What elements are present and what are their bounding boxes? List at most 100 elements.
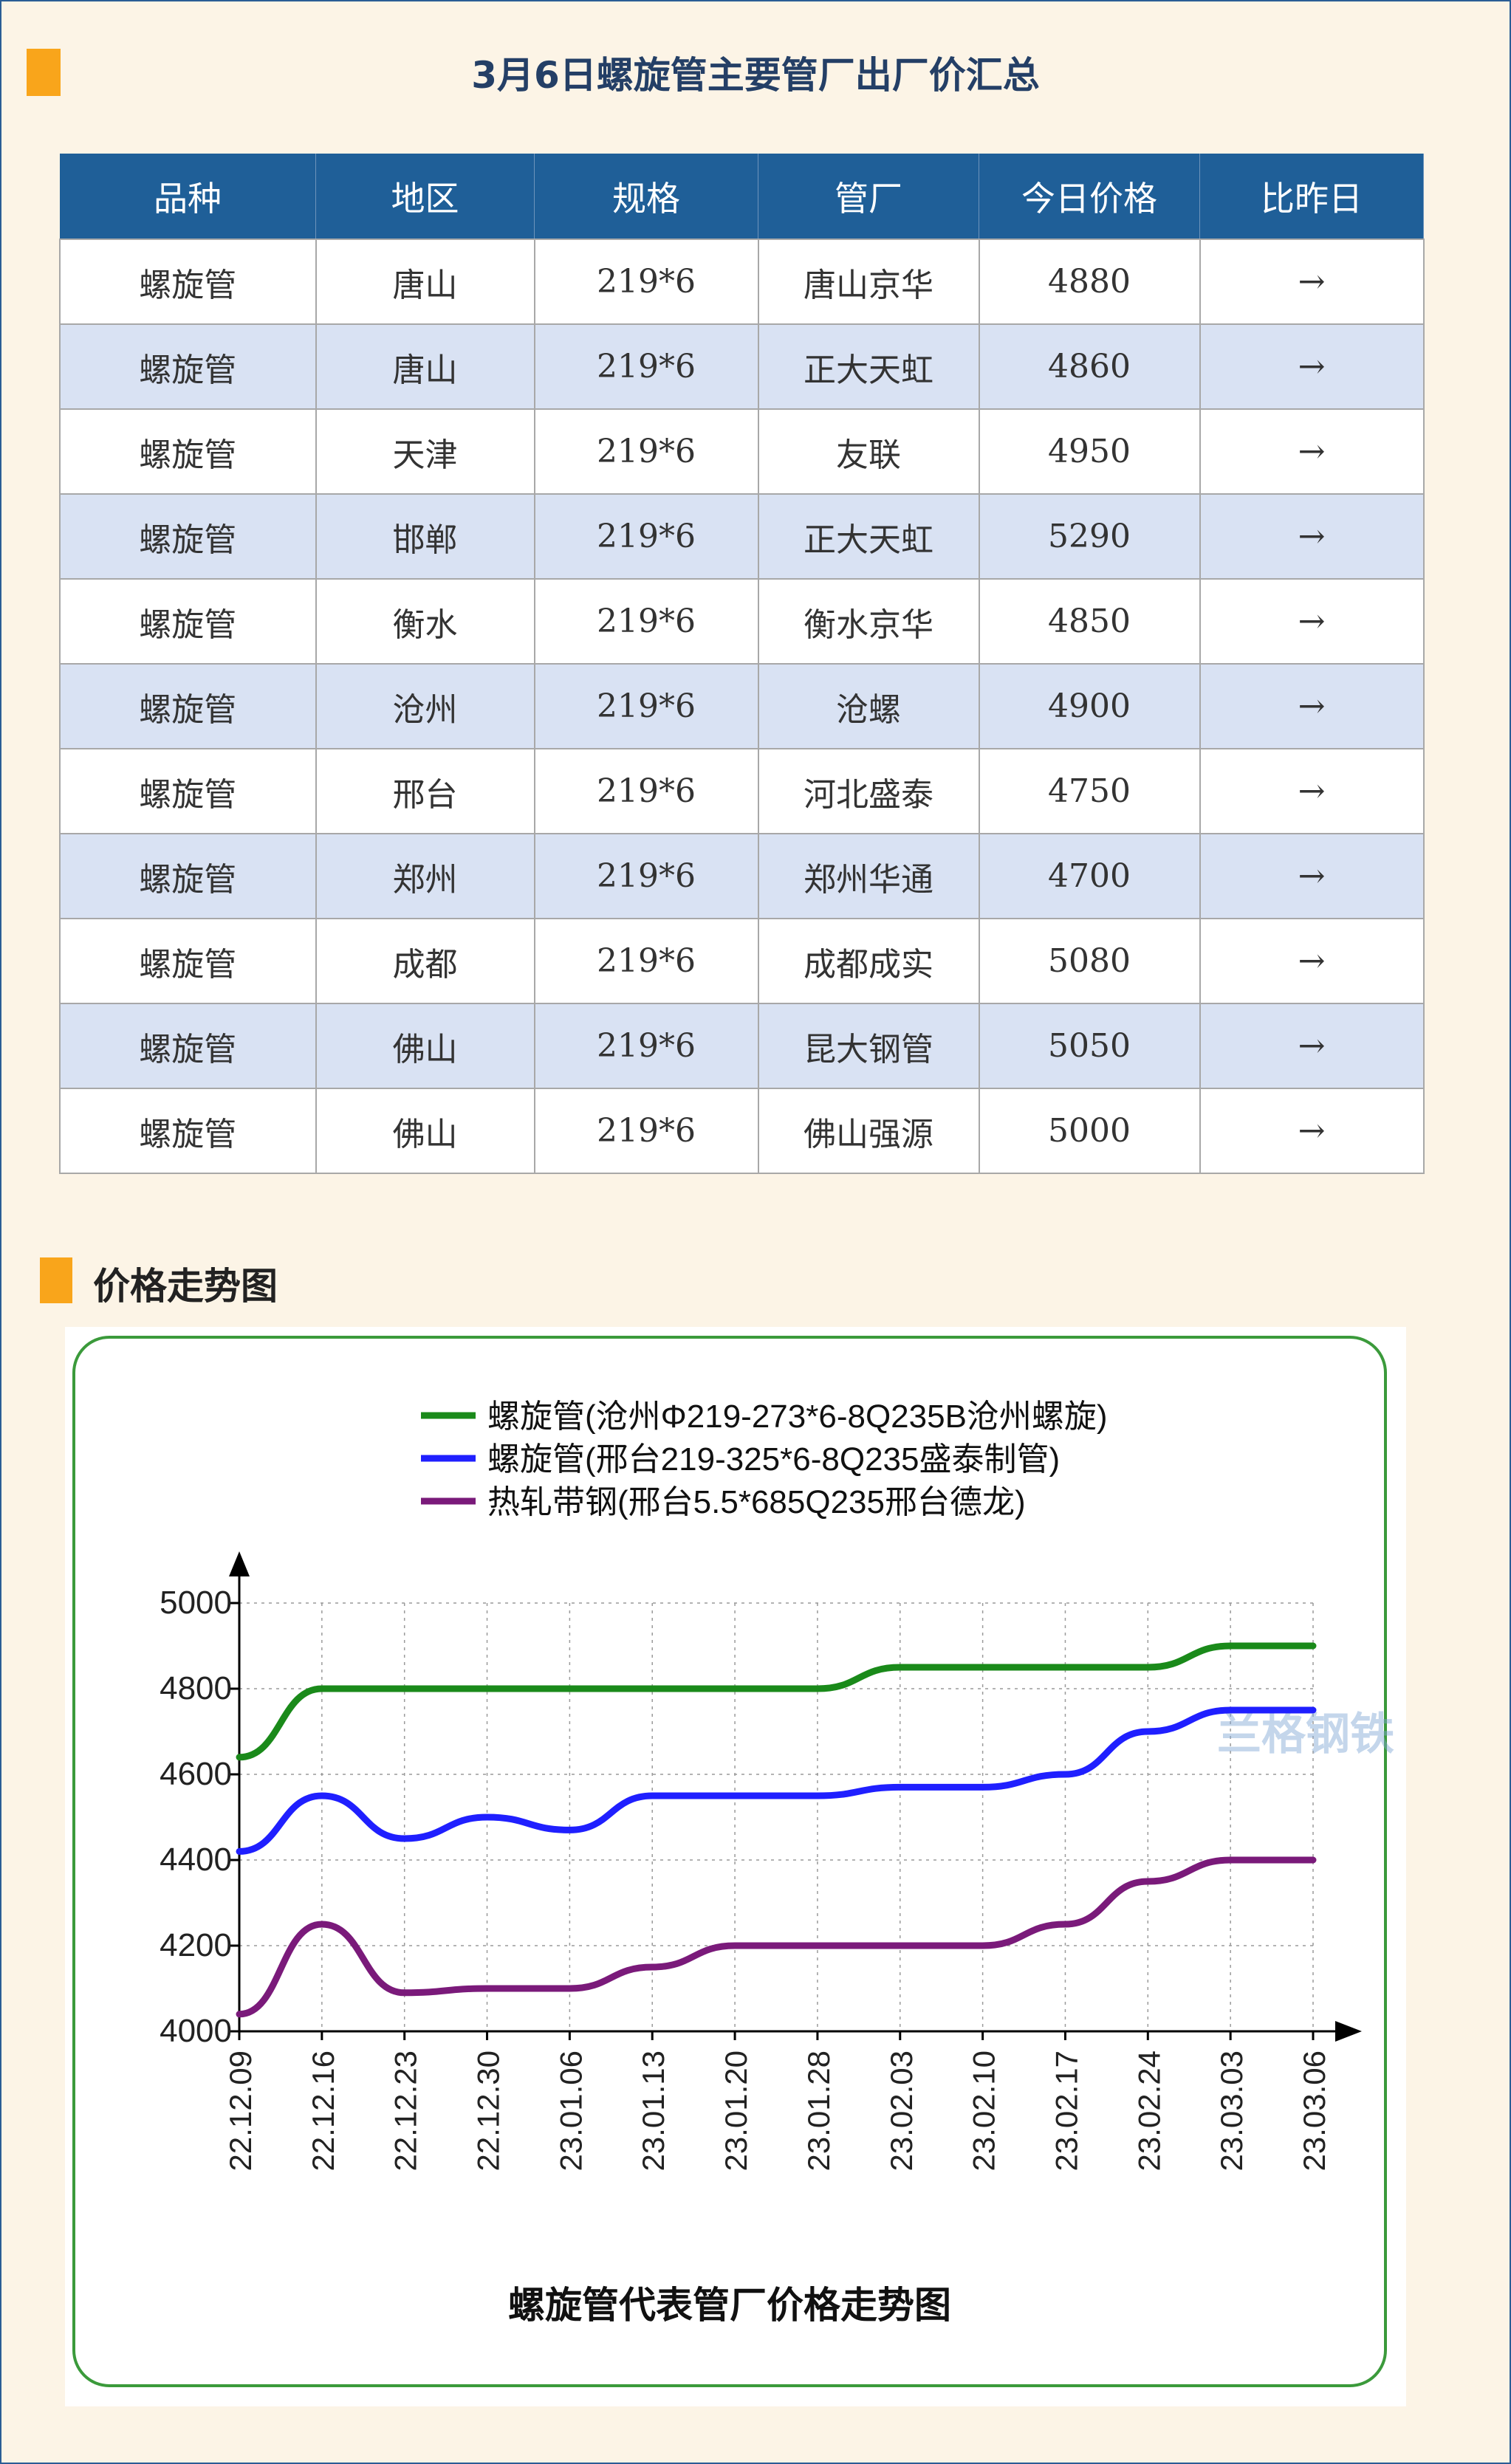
- cell-change: →: [1199, 663, 1425, 749]
- cell-region: 邯郸: [315, 493, 535, 580]
- cell-mill: 衡水京华: [757, 578, 980, 665]
- cell-variety: 螺旋管: [59, 493, 317, 580]
- cell-spec: 219*6: [533, 663, 759, 749]
- table-row: 螺旋管 成都 219*6 成都成实 5080 →: [59, 918, 1425, 1004]
- y-axis-ticks: 5000 4800 4600 4400 4200 4000: [160, 1585, 239, 2049]
- chart-series: [236, 1642, 1317, 2018]
- cell-price: 5000: [978, 1088, 1201, 1174]
- table-row: 螺旋管 天津 219*6 友联 4950 →: [59, 408, 1425, 495]
- section-accent-bar: [40, 1257, 72, 1303]
- x-tick-label: 22.12.16: [306, 2051, 340, 2172]
- cell-mill: 昆大钢管: [757, 1003, 980, 1089]
- cell-spec: 219*6: [533, 238, 759, 325]
- x-tick-label: 23.02.24: [1131, 2051, 1166, 2172]
- chart-frame: [72, 1336, 1387, 2387]
- cell-change: →: [1199, 748, 1425, 834]
- cell-spec: 219*6: [533, 833, 759, 919]
- column-header-price: 今日价格: [979, 154, 1200, 239]
- y-tick-label: 4000: [160, 2013, 232, 2049]
- x-tick-label: 23.01.06: [553, 2051, 588, 2172]
- chart-axes: [229, 1551, 1362, 2042]
- table-row: 螺旋管 唐山 219*6 唐山京华 4880 →: [59, 238, 1425, 325]
- chart-legend: 螺旋管(沧州Φ219-273*6-8Q235B沧州螺旋) 螺旋管(邢台219-32…: [421, 1399, 1108, 1520]
- cell-mill: 沧螺: [757, 663, 980, 749]
- cell-price: 4850: [978, 578, 1201, 665]
- cell-mill: 正大天虹: [757, 323, 980, 410]
- price-table: 品种 地区 规格 管厂 今日价格 比昨日 螺旋管 唐山 219*6 唐山京华 4880 →…: [59, 154, 1425, 1174]
- x-tick-label: 23.02.10: [967, 2051, 1001, 2172]
- y-tick-label: 5000: [160, 1585, 232, 1621]
- cell-change: →: [1199, 493, 1425, 580]
- y-tick-label: 4200: [160, 1927, 232, 1963]
- chart-watermark: 兰格钢铁: [1217, 1709, 1394, 1759]
- table-row: 螺旋管 郑州 219*6 郑州华通 4700 →: [59, 833, 1425, 919]
- cell-region: 成都: [315, 918, 535, 1004]
- cell-variety: 螺旋管: [59, 578, 317, 665]
- table-row: 螺旋管 邢台 219*6 河北盛泰 4750 →: [59, 748, 1425, 834]
- cell-change: →: [1199, 1088, 1425, 1174]
- x-tick-label: 23.03.03: [1214, 2051, 1249, 2172]
- cell-change: →: [1199, 323, 1425, 410]
- x-tick-label: 23.02.17: [1049, 2051, 1083, 2172]
- cell-spec: 219*6: [533, 1088, 759, 1174]
- cell-region: 郑州: [315, 833, 535, 919]
- column-header-change: 比昨日: [1199, 154, 1424, 239]
- x-tick-label: 23.03.06: [1297, 2051, 1332, 2172]
- cell-price: 5050: [978, 1003, 1201, 1089]
- cell-variety: 螺旋管: [59, 918, 317, 1004]
- x-tick-label: 23.01.20: [719, 2051, 753, 2172]
- cell-change: →: [1199, 578, 1425, 665]
- table-header-row: 品种 地区 规格 管厂 今日价格 比昨日: [60, 154, 1424, 239]
- chart-title: 螺旋管代表管厂价格走势图: [508, 2285, 951, 2326]
- section-title-price-trend: 价格走势图: [93, 1265, 278, 1308]
- cell-change: →: [1199, 918, 1425, 1004]
- x-tick-label: 22.12.09: [223, 2051, 258, 2172]
- cell-variety: 螺旋管: [59, 748, 317, 834]
- cell-mill: 唐山京华: [757, 238, 980, 325]
- x-axis-ticks: 22.12.09 22.12.16 22.12.23 22.12.30 23.01.06…: [223, 2031, 1332, 2172]
- cell-region: 唐山: [315, 323, 535, 410]
- series-line: [236, 1642, 1317, 1761]
- column-header-mill: 管厂: [758, 154, 979, 239]
- x-tick-label: 23.02.03: [884, 2051, 919, 2172]
- price-trend-chart: 螺旋管(沧州Φ219-273*6-8Q235B沧州螺旋) 螺旋管(邢台219-32…: [72, 1336, 1394, 2387]
- table-row: 螺旋管 佛山 219*6 佛山强源 5000 →: [59, 1088, 1425, 1174]
- column-header-variety: 品种: [60, 154, 316, 239]
- cell-variety: 螺旋管: [59, 833, 317, 919]
- cell-region: 邢台: [315, 748, 535, 834]
- cell-change: →: [1199, 408, 1425, 495]
- cell-price: 4860: [978, 323, 1201, 410]
- cell-variety: 螺旋管: [59, 1088, 317, 1174]
- cell-price: 5080: [978, 918, 1201, 1004]
- column-header-region: 地区: [315, 154, 535, 239]
- x-tick-label: 22.12.30: [471, 2051, 506, 2172]
- page-title: 3月6日螺旋管主要管厂出厂价汇总: [471, 54, 1040, 97]
- table-row: 螺旋管 衡水 219*6 衡水京华 4850 →: [59, 578, 1425, 665]
- cell-mill: 友联: [757, 408, 980, 495]
- table-row: 螺旋管 沧州 219*6 沧螺 4900 →: [59, 663, 1425, 749]
- cell-spec: 219*6: [533, 1003, 759, 1089]
- x-tick-label: 22.12.23: [388, 2051, 423, 2172]
- cell-spec: 219*6: [533, 578, 759, 665]
- chart-container: 螺旋管(沧州Φ219-273*6-8Q235B沧州螺旋) 螺旋管(邢台219-32…: [65, 1327, 1406, 2406]
- series-line: [236, 1706, 1317, 1855]
- cell-spec: 219*6: [533, 408, 759, 495]
- cell-price: 4700: [978, 833, 1201, 919]
- cell-variety: 螺旋管: [59, 323, 317, 410]
- x-axis-arrow-icon: [1335, 2021, 1362, 2042]
- cell-change: →: [1199, 238, 1425, 325]
- cell-spec: 219*6: [533, 493, 759, 580]
- cell-variety: 螺旋管: [59, 1003, 317, 1089]
- cell-region: 佛山: [315, 1003, 535, 1089]
- column-header-spec: 规格: [534, 154, 758, 239]
- cell-region: 天津: [315, 408, 535, 495]
- cell-variety: 螺旋管: [59, 408, 317, 495]
- cell-mill: 郑州华通: [757, 833, 980, 919]
- cell-region: 佛山: [315, 1088, 535, 1174]
- cell-price: 5290: [978, 493, 1201, 580]
- cell-change: →: [1199, 833, 1425, 919]
- x-tick-label: 23.01.13: [636, 2051, 671, 2172]
- table-row: 螺旋管 佛山 219*6 昆大钢管 5050 →: [59, 1003, 1425, 1089]
- cell-spec: 219*6: [533, 748, 759, 834]
- cell-region: 衡水: [315, 578, 535, 665]
